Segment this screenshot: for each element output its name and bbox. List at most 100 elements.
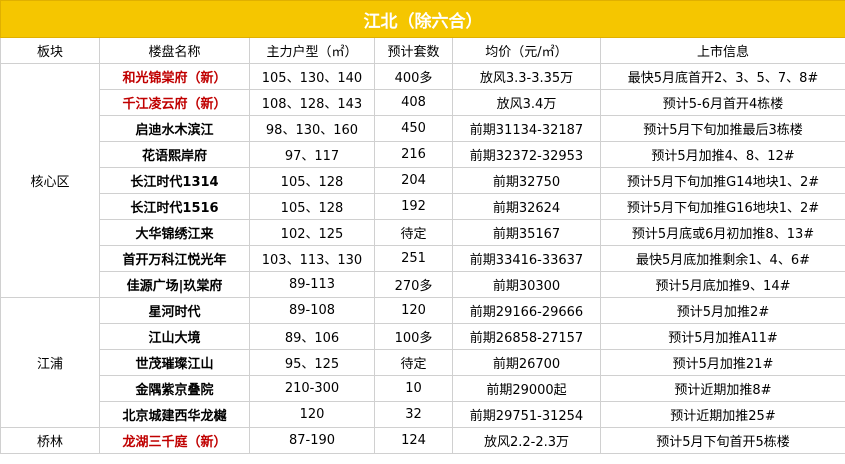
unit-count-cell: 204 bbox=[374, 167, 453, 194]
header-project-name: 楼盘名称 bbox=[99, 37, 250, 64]
unit-types-cell: 98、130、160 bbox=[249, 115, 375, 142]
avg-price-cell: 前期29000起 bbox=[452, 375, 601, 402]
project-name-cell: 世茂璀璨江山 bbox=[99, 349, 250, 376]
table-row: 北京城建西华龙樾 120 32 前期29751-31254 预计近期加推25# bbox=[1, 401, 845, 428]
launch-info-cell: 最快5月底加推剩余1、4、6# bbox=[600, 245, 845, 272]
project-name-cell: 龙湖三千庭（新） bbox=[99, 427, 250, 454]
avg-price-cell: 放风2.2-2.3万 bbox=[452, 427, 601, 454]
table-row: 江山大境 89、106 100多 前期26858-27157 预计5月加推A11# bbox=[1, 323, 845, 350]
table-row: 长江时代1516 105、128 192 前期32624 预计5月下旬加推G16地块1、… bbox=[1, 193, 845, 220]
avg-price-cell: 前期29166-29666 bbox=[452, 297, 601, 324]
launch-info-cell: 预计近期加推8# bbox=[600, 375, 845, 402]
launch-info-cell: 最快5月底首开2、3、5、7、8# bbox=[600, 63, 845, 90]
table-row: 首开万科江悦光年 103、113、130 251 前期33416-33637 最快5月底… bbox=[1, 245, 845, 272]
avg-price-cell: 前期32624 bbox=[452, 193, 601, 220]
unit-types-cell: 105、130、140 bbox=[249, 63, 375, 90]
unit-types-cell: 210-300 bbox=[249, 375, 375, 402]
unit-types-cell: 89-108 bbox=[249, 297, 375, 324]
project-name-cell: 首开万科江悦光年 bbox=[99, 245, 250, 272]
avg-price-cell: 前期31134-32187 bbox=[452, 115, 601, 142]
project-name-cell: 北京城建西华龙樾 bbox=[99, 401, 250, 428]
unit-count-cell: 120 bbox=[374, 297, 453, 324]
table-row: 江浦 星河时代 89-108 120 前期29166-29666 预计5月加推2# bbox=[0, 297, 845, 428]
unit-count-cell: 216 bbox=[374, 141, 453, 168]
launch-info-cell: 预计5月加推A11# bbox=[600, 323, 845, 350]
header-launch-info: 上市信息 bbox=[600, 37, 845, 64]
project-name-cell: 大华锦绣江来 bbox=[99, 219, 250, 246]
launch-info-cell: 预计5月加推4、8、12# bbox=[600, 141, 845, 168]
unit-count-cell: 124 bbox=[374, 427, 453, 454]
unit-count-cell: 251 bbox=[374, 245, 453, 272]
table-row: 桥林 龙湖三千庭（新） 87-190 124 放风2.2-2.3万 预计5月下旬首开5栋楼 bbox=[0, 427, 845, 454]
project-name-cell: 千江凌云府（新） bbox=[99, 89, 250, 116]
avg-price-cell: 前期33416-33637 bbox=[452, 245, 601, 272]
unit-types-cell: 105、128 bbox=[249, 167, 375, 194]
avg-price-cell: 前期32750 bbox=[452, 167, 601, 194]
table-row: 核心区 和光锦棠府（新） 105、130、140 400多 放风3.3-3.35万 最快5… bbox=[0, 63, 845, 298]
avg-price-cell: 前期26858-27157 bbox=[452, 323, 601, 350]
header-district: 板块 bbox=[0, 37, 100, 64]
avg-price-cell: 前期30300 bbox=[452, 271, 601, 298]
project-name-cell: 金隅紫京叠院 bbox=[99, 375, 250, 402]
launch-info-cell: 预计5月加推21# bbox=[600, 349, 845, 376]
table-row: 世茂璀璨江山 95、125 待定 前期26700 预计5月加推21# bbox=[1, 349, 845, 376]
district-cell: 核心区 bbox=[0, 63, 100, 298]
avg-price-cell: 前期35167 bbox=[452, 219, 601, 246]
unit-count-cell: 408 bbox=[374, 89, 453, 116]
unit-types-cell: 97、117 bbox=[249, 141, 375, 168]
unit-count-cell: 450 bbox=[374, 115, 453, 142]
unit-types-cell: 89-113 bbox=[249, 271, 375, 298]
table-row: 金隅紫京叠院 210-300 10 前期29000起 预计近期加推8# bbox=[1, 375, 845, 402]
project-name-cell: 花语熙岸府 bbox=[99, 141, 250, 168]
launch-info-cell: 预计5月下旬加推G16地块1、2# bbox=[600, 193, 845, 220]
launch-info-cell: 预计5月下旬加推最后3栋楼 bbox=[600, 115, 845, 142]
unit-count-cell: 100多 bbox=[374, 323, 453, 350]
avg-price-cell: 放风3.4万 bbox=[452, 89, 601, 116]
avg-price-cell: 前期26700 bbox=[452, 349, 601, 376]
unit-count-cell: 400多 bbox=[374, 63, 453, 90]
table-row: 千江凌云府（新） 108、128、143 408 放风3.4万 预计5-6月首开4栋楼 bbox=[1, 89, 845, 116]
table-row: 长江时代1314 105、128 204 前期32750 预计5月下旬加推G14地块1、… bbox=[1, 167, 845, 194]
district-cell: 江浦 bbox=[0, 297, 100, 428]
table-title: 江北（除六合） bbox=[0, 0, 845, 38]
project-name-cell: 启迪水木滨江 bbox=[99, 115, 250, 142]
avg-price-cell: 放风3.3-3.35万 bbox=[452, 63, 601, 90]
header-unit-count: 预计套数 bbox=[374, 37, 453, 64]
property-table: 江北（除六合） 板块 楼盘名称 主力户型（㎡） 预计套数 均价（元/㎡） 上市信… bbox=[0, 0, 845, 454]
avg-price-cell: 前期29751-31254 bbox=[452, 401, 601, 428]
avg-price-cell: 前期32372-32953 bbox=[452, 141, 601, 168]
unit-count-cell: 10 bbox=[374, 375, 453, 402]
table-row: 大华锦绣江来 102、125 待定 前期35167 预计5月底或6月初加推8、13# bbox=[1, 219, 845, 246]
table-row: 花语熙岸府 97、117 216 前期32372-32953 预计5月加推4、8、12# bbox=[1, 141, 845, 168]
table-body: 核心区 和光锦棠府（新） 105、130、140 400多 放风3.3-3.35万 最快5… bbox=[0, 63, 845, 454]
unit-count-cell: 270多 bbox=[374, 271, 453, 298]
unit-types-cell: 103、113、130 bbox=[249, 245, 375, 272]
project-name-cell: 星河时代 bbox=[99, 297, 250, 324]
launch-info-cell: 预计5月底加推9、14# bbox=[600, 271, 845, 298]
header-avg-price: 均价（元/㎡） bbox=[452, 37, 601, 64]
unit-types-cell: 120 bbox=[249, 401, 375, 428]
unit-types-cell: 87-190 bbox=[249, 427, 375, 454]
unit-types-cell: 105、128 bbox=[249, 193, 375, 220]
project-name-cell: 佳源广场|玖棠府 bbox=[99, 271, 250, 298]
launch-info-cell: 预计5月加推2# bbox=[600, 297, 845, 324]
unit-count-cell: 待定 bbox=[374, 219, 453, 246]
table-row: 佳源广场|玖棠府 89-113 270多 前期30300 预计5月底加推9、14# bbox=[1, 271, 845, 298]
unit-count-cell: 32 bbox=[374, 401, 453, 428]
launch-info-cell: 预计5月下旬首开5栋楼 bbox=[600, 427, 845, 454]
header-row: 板块 楼盘名称 主力户型（㎡） 预计套数 均价（元/㎡） 上市信息 bbox=[0, 37, 845, 64]
unit-types-cell: 89、106 bbox=[249, 323, 375, 350]
table-row: 启迪水木滨江 98、130、160 450 前期31134-32187 预计5月下旬加推… bbox=[1, 115, 845, 142]
launch-info-cell: 预计5-6月首开4栋楼 bbox=[600, 89, 845, 116]
district-cell: 桥林 bbox=[0, 427, 100, 454]
project-name-cell: 江山大境 bbox=[99, 323, 250, 350]
unit-types-cell: 102、125 bbox=[249, 219, 375, 246]
project-name-cell: 和光锦棠府（新） bbox=[99, 63, 250, 90]
unit-types-cell: 95、125 bbox=[249, 349, 375, 376]
project-name-cell: 长江时代1516 bbox=[99, 193, 250, 220]
unit-count-cell: 192 bbox=[374, 193, 453, 220]
unit-types-cell: 108、128、143 bbox=[249, 89, 375, 116]
project-name-cell: 长江时代1314 bbox=[99, 167, 250, 194]
launch-info-cell: 预计近期加推25# bbox=[600, 401, 845, 428]
